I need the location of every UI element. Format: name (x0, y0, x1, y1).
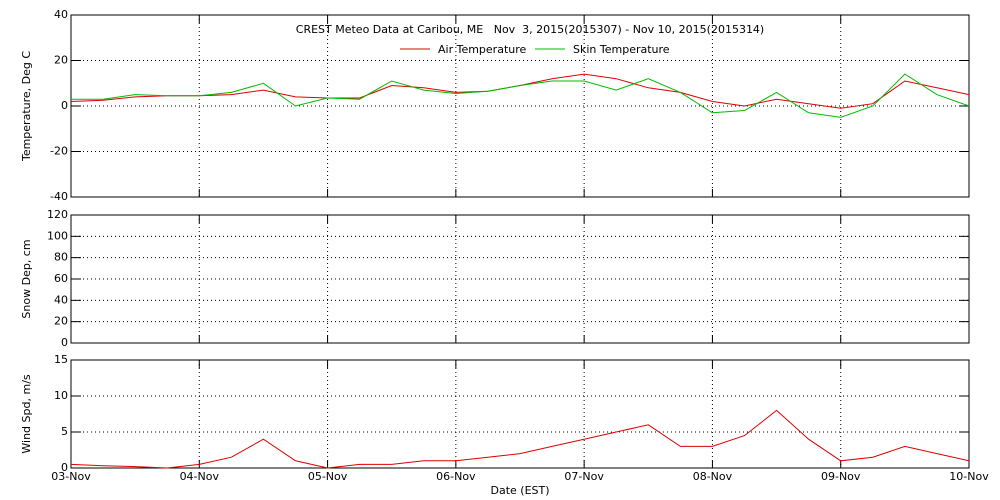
x-tick-label: 06-Nov (436, 470, 476, 483)
plot-frame (70, 359, 970, 469)
y-tick-label: 5 (61, 425, 68, 438)
y-tick-label: 40 (54, 293, 68, 306)
y-tick-label: 0 (61, 99, 68, 112)
y-tick-label: -20 (50, 145, 68, 158)
y-tick-label: -40 (50, 190, 68, 203)
x-tick-label: 09-Nov (821, 470, 861, 483)
x-tick-label: 10-Nov (949, 470, 989, 483)
y-tick-label: 120 (47, 208, 68, 221)
legend-label: Skin Temperature (573, 43, 670, 56)
y-tick-label: 20 (54, 54, 68, 67)
x-tick-label: 03-Nov (51, 470, 91, 483)
y-tick-label: 0 (61, 336, 68, 349)
x-axis-label: Date (EST) (490, 484, 549, 497)
data-line (70, 73, 970, 109)
x-tick-label: 05-Nov (308, 470, 348, 483)
y-tick-label: 0 (61, 461, 68, 474)
y-tick-label: 60 (54, 272, 68, 285)
x-tick-label: 07-Nov (564, 470, 604, 483)
y-axis-label: Snow Dep, cm (20, 239, 33, 318)
data-line (71, 73, 970, 118)
y-tick-label: 10 (54, 389, 68, 402)
y-tick-label: 15 (54, 353, 68, 366)
x-tick-label: 08-Nov (693, 470, 733, 483)
y-axis-label: Temperature, Deg C (20, 51, 33, 162)
y-tick-label: 80 (54, 251, 68, 264)
y-tick-label: 40 (54, 8, 68, 21)
y-axis-label: Wind Spd, m/s (20, 374, 33, 454)
plot-frame (70, 214, 970, 344)
x-tick-label: 04-Nov (180, 470, 220, 483)
y-tick-label: 20 (54, 315, 68, 328)
y-tick-label: 100 (47, 229, 68, 242)
data-line (70, 409, 970, 469)
chart-title: CREST Meteo Data at Caribou, ME Nov 3, 2… (296, 23, 764, 36)
legend-label: Air Temperature (438, 43, 527, 56)
